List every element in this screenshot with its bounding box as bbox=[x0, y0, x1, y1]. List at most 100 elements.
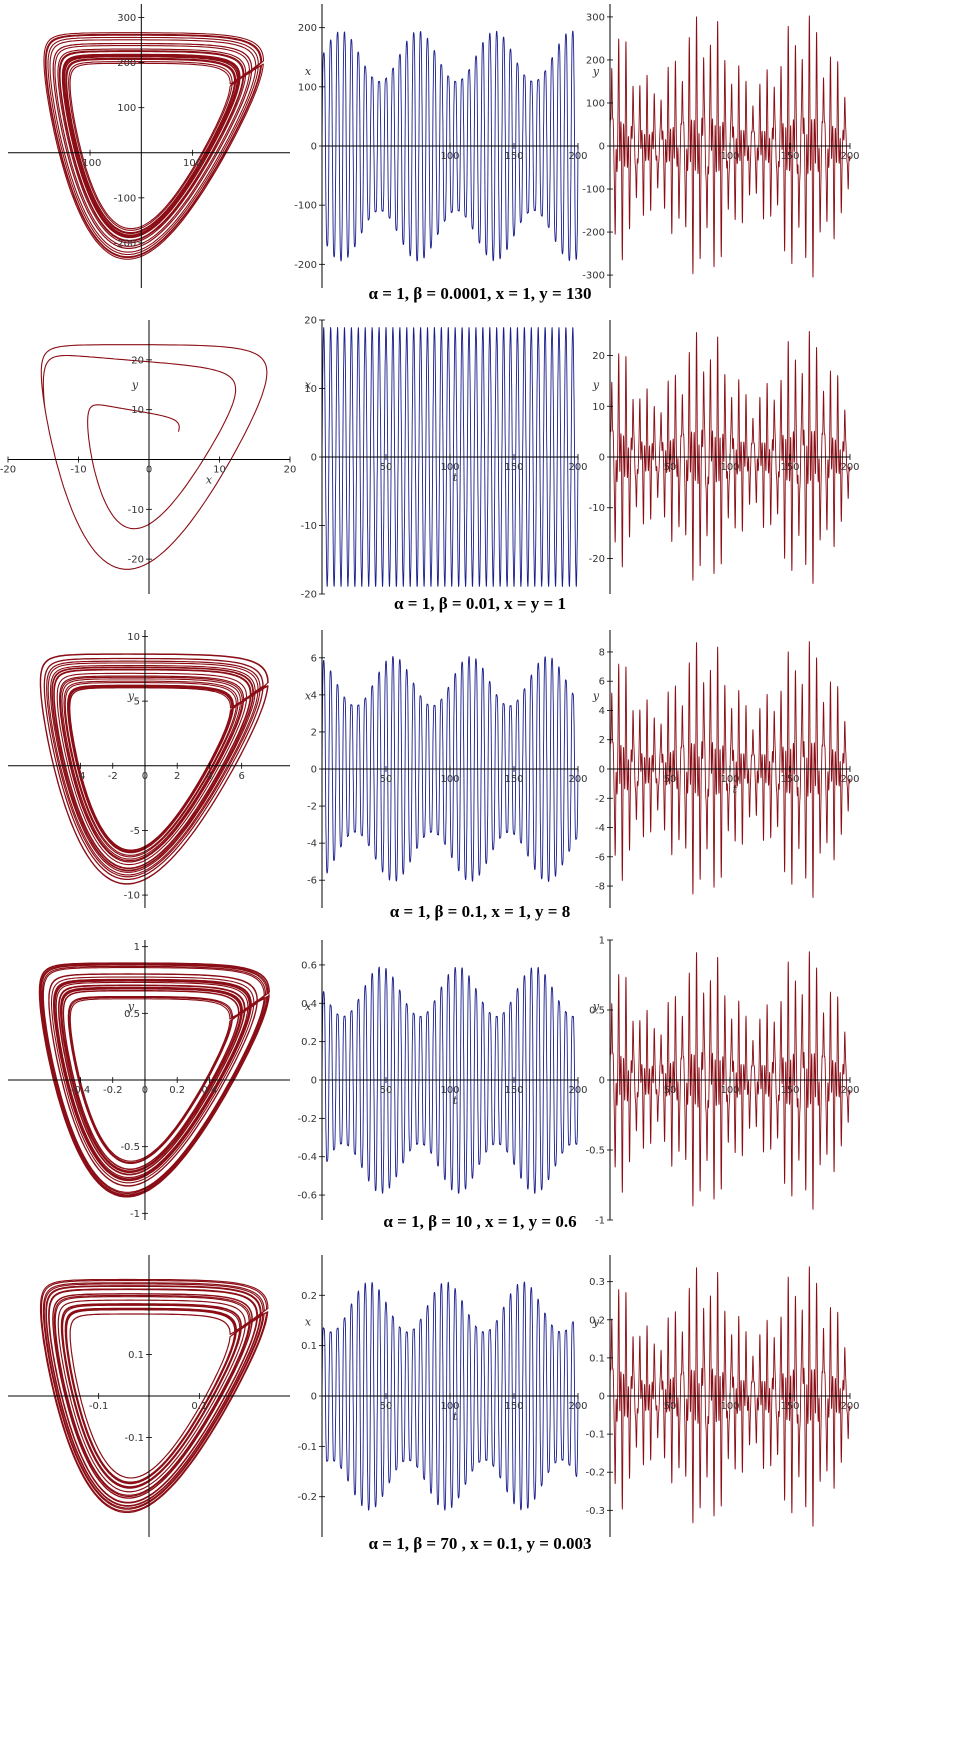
x-tick-label: 200 bbox=[840, 1085, 859, 1096]
y-tick-label: -4 bbox=[307, 839, 317, 850]
series-line bbox=[43, 32, 265, 260]
y-tick-label: -0.2 bbox=[297, 1114, 317, 1125]
y-tick-label: 6 bbox=[311, 653, 317, 664]
y-axis-label: x bbox=[305, 379, 312, 392]
y-axis-label: y bbox=[131, 379, 139, 392]
y-tick-label: -200 bbox=[294, 260, 317, 271]
x-tick-label: -4 bbox=[76, 771, 86, 782]
y-tick-label: 0.3 bbox=[589, 1277, 605, 1288]
x-tick-label: 200 bbox=[840, 151, 859, 162]
x-tick-label: 0 bbox=[142, 771, 148, 782]
x-tick-label: 150 bbox=[780, 1085, 799, 1096]
plot-svg: 100 150 200 200 100 0 -100 -200 x bbox=[294, 4, 588, 288]
y-axis-label: y bbox=[592, 379, 600, 392]
y-tick-label: 0.5 bbox=[589, 1006, 605, 1017]
x-tick-label: 100 bbox=[440, 1085, 459, 1096]
x-tick-label: 100 bbox=[720, 462, 739, 473]
y-tick-label: 0 bbox=[311, 1392, 317, 1403]
y-axis-label: y bbox=[592, 65, 600, 78]
x-tick-label: 150 bbox=[504, 774, 523, 785]
y-tick-label: 0 bbox=[599, 453, 605, 464]
y-axis-label: x bbox=[305, 690, 312, 703]
y-tick-label: -0.2 bbox=[585, 1468, 605, 1479]
x-tick-label: 100 bbox=[720, 151, 739, 162]
y-axis-label: y bbox=[592, 690, 600, 703]
y-tick-label: 0 bbox=[311, 1076, 317, 1087]
plot-phase: -100 100 300 200 100 -100 -200 bbox=[8, 4, 290, 288]
y-tick-label: -6 bbox=[307, 876, 317, 887]
plot-svg: 50 100 150 200 0.2 0.1 0 -0.1 -0.2 x t bbox=[297, 1255, 588, 1537]
x-tick-label: 150 bbox=[780, 462, 799, 473]
y-tick-label: 0 bbox=[311, 453, 317, 464]
x-tick-label: 20 bbox=[284, 464, 297, 475]
y-tick-label: 10 bbox=[592, 402, 605, 413]
plot-svg: 50 100 150 200 0.3 0.2 0.1 0 -0.1 -0.2 -0.3 y bbox=[585, 1255, 860, 1537]
x-tick-label: 50 bbox=[380, 1085, 393, 1096]
y-tick-label: -300 bbox=[582, 271, 605, 282]
figure-caption: α = 1, β = 0.01, x = y = 1 bbox=[394, 594, 566, 613]
figure-row: -100 100 300 200 100 -100 -200 100 150 200 200 100 0… bbox=[0, 4, 960, 308]
y-tick-label: -8 bbox=[595, 882, 605, 893]
figure-caption: α = 1, β = 70 , x = 0.1, y = 0.003 bbox=[368, 1534, 592, 1553]
plot-svg: 50 100 150 200 8 6 4 2 0 -2 -4 -6 -8 y t bbox=[592, 630, 860, 908]
y-tick-label: 10 bbox=[131, 405, 144, 416]
plot-svg: -0.1 0.1 0.1 -0.1 bbox=[8, 1255, 290, 1537]
y-tick-label: -100 bbox=[582, 185, 605, 196]
y-tick-label: 20 bbox=[131, 355, 144, 366]
y-tick-label: 0 bbox=[599, 1076, 605, 1087]
y-tick-label: 200 bbox=[298, 23, 317, 34]
x-tick-label: 100 bbox=[440, 151, 459, 162]
x-tick-label: -0.4 bbox=[71, 1085, 91, 1096]
y-tick-label: -200 bbox=[114, 238, 137, 249]
y-tick-label: 200 bbox=[586, 55, 605, 66]
x-tick-label: 100 bbox=[440, 462, 459, 473]
series-line bbox=[39, 1278, 269, 1514]
plot-phase: -0.1 0.1 0.1 -0.1 bbox=[8, 1255, 290, 1537]
y-tick-label: -0.1 bbox=[297, 1442, 317, 1453]
plot-y-t: 50 100 150 200 0.3 0.2 0.1 0 -0.1 -0.2 -0.3 y bbox=[585, 1255, 860, 1537]
y-tick-label: 0.2 bbox=[301, 1037, 317, 1048]
y-axis-label: y bbox=[127, 1000, 135, 1013]
x-tick-label: 0.2 bbox=[169, 1085, 185, 1096]
x-tick-label: 100 bbox=[183, 158, 202, 169]
y-tick-label: 6 bbox=[599, 677, 605, 688]
figure-caption: α = 1, β = 10 , x = 1, y = 0.6 bbox=[383, 1212, 577, 1231]
x-tick-label: 100 bbox=[440, 1401, 459, 1412]
y-tick-label: 4 bbox=[311, 690, 317, 701]
plot-phase: -0.4 -0.2 0 0.2 0.4 1 0.5 -0.5 -1 y bbox=[8, 940, 290, 1220]
y-tick-label: 100 bbox=[298, 82, 317, 93]
plot-svg: -0.4 -0.2 0 0.2 0.4 1 0.5 -0.5 -1 y bbox=[8, 940, 290, 1220]
y-tick-label: 100 bbox=[117, 103, 136, 114]
plot-phase: -4 -2 0 2 4 6 10 5 -5 -10 y bbox=[8, 630, 290, 908]
y-tick-label: 0 bbox=[311, 142, 317, 153]
x-tick-label: 100 bbox=[440, 774, 459, 785]
x-tick-label: 200 bbox=[840, 774, 859, 785]
x-tick-label: 0 bbox=[146, 464, 152, 475]
y-tick-label: -10 bbox=[124, 891, 140, 902]
y-axis-label: x bbox=[305, 1000, 312, 1013]
x-tick-label: 200 bbox=[568, 1401, 587, 1412]
x-tick-label: 200 bbox=[568, 774, 587, 785]
x-tick-label: -0.2 bbox=[103, 1085, 123, 1096]
series-line bbox=[39, 653, 269, 885]
plot-x-t: 100 150 200 200 100 0 -100 -200 x bbox=[294, 4, 588, 288]
x-tick-label: 200 bbox=[568, 151, 587, 162]
y-axis-label: y bbox=[127, 690, 135, 703]
plot-y-t: 100 150 200 300 200 100 0 -100 -200 -300 y bbox=[582, 4, 860, 288]
y-tick-label: 0.1 bbox=[128, 1350, 144, 1361]
y-tick-label: -10 bbox=[589, 503, 605, 514]
plot-y-t: 50 100 150 200 1 0.5 0 -0.5 -1 y bbox=[585, 936, 859, 1227]
plot-svg: 100 150 200 300 200 100 0 -100 -200 -300 y bbox=[582, 4, 860, 288]
y-tick-label: 0.1 bbox=[589, 1353, 605, 1364]
x-tick-label: 150 bbox=[780, 774, 799, 785]
y-axis-label: y bbox=[592, 1000, 600, 1013]
y-tick-label: 1 bbox=[134, 942, 140, 953]
figure-row: -0.4 -0.2 0 0.2 0.4 1 0.5 -0.5 -1 y 50 100 150 200 0.6… bbox=[0, 936, 960, 1236]
figure-row: -20 -10 0 10 20 20 10 -10 -20 y x 50 100 150 200 20 10 0-… bbox=[0, 316, 960, 618]
x-tick-label: -0.1 bbox=[89, 1401, 109, 1412]
plot-svg: -20 -10 0 10 20 20 10 -10 -20 y x bbox=[0, 320, 296, 594]
x-tick-label: 150 bbox=[504, 462, 523, 473]
x-tick-label: 50 bbox=[380, 1401, 393, 1412]
x-tick-label: 2 bbox=[174, 771, 180, 782]
x-tick-label: 0.4 bbox=[201, 1085, 217, 1096]
